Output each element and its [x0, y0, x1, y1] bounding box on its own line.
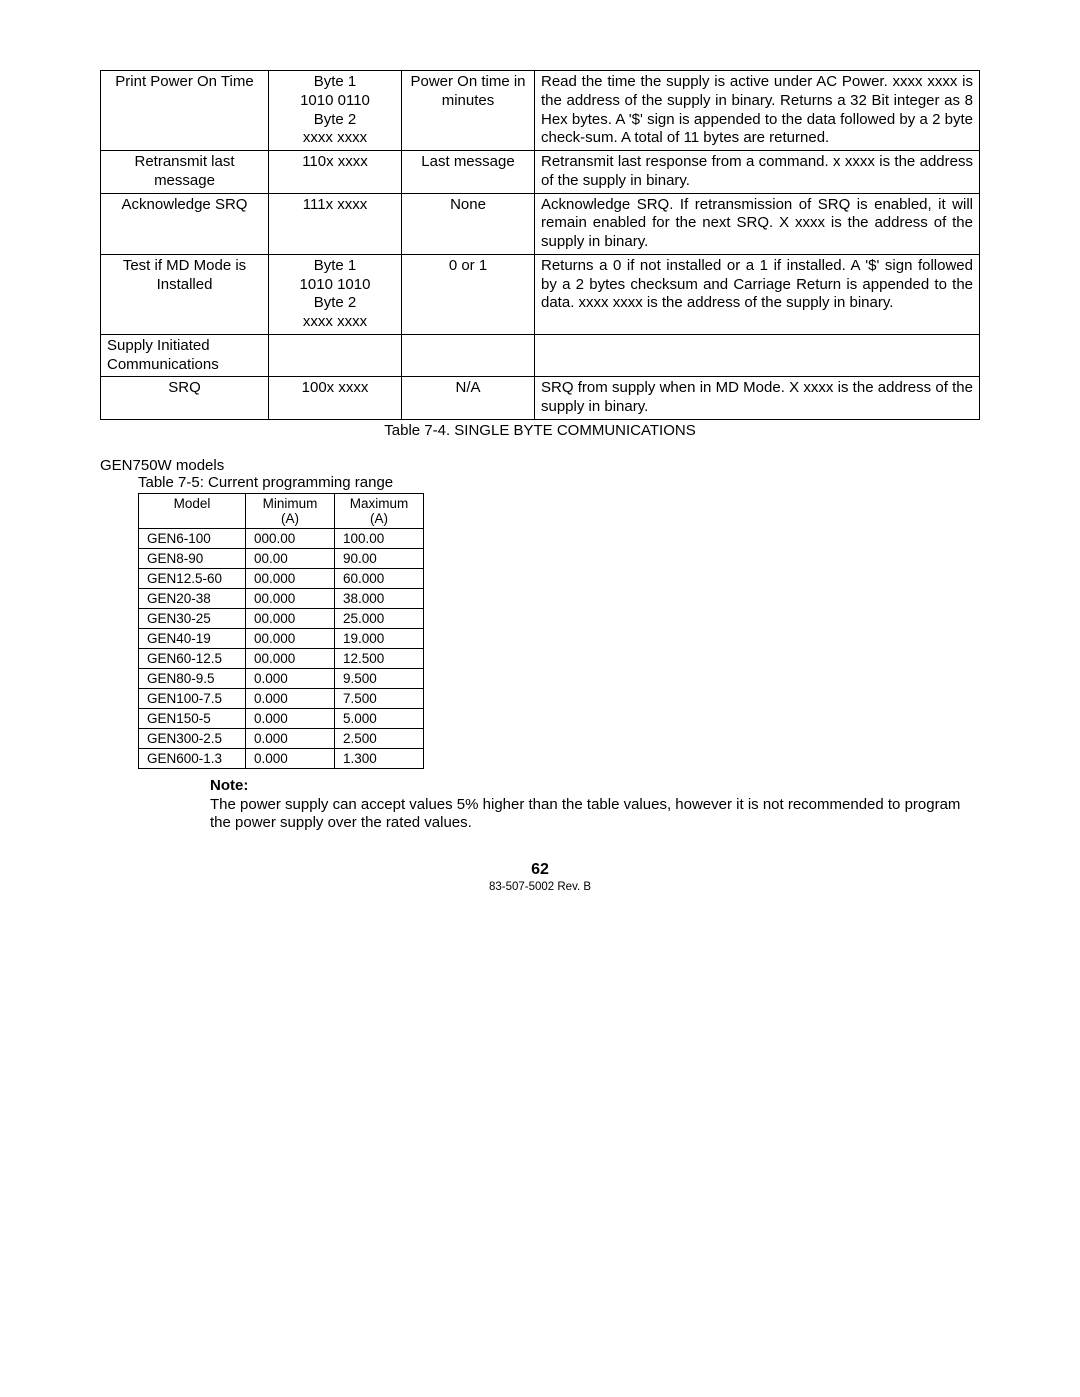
table-cell: 00.000: [246, 568, 335, 588]
table-cell: 38.000: [335, 588, 424, 608]
table2-caption: Table 7-5: Current programming range: [138, 474, 980, 491]
table-cell: 100.00: [335, 528, 424, 548]
table-cell: 7.500: [335, 688, 424, 708]
note-title: Note:: [210, 777, 248, 794]
table-cell: 00.000: [246, 588, 335, 608]
table-cell: 00.00: [246, 548, 335, 568]
table-cell: None: [402, 193, 535, 254]
table-cell: Supply Initiated Communications: [101, 334, 269, 377]
table-cell: GEN60-12.5: [139, 648, 246, 668]
page-number: 62: [100, 861, 980, 879]
table-cell: N/A: [402, 377, 535, 420]
col-model: Model: [139, 493, 246, 528]
table-cell: [535, 334, 980, 377]
table-cell: Power On time in minutes: [402, 71, 535, 151]
table-cell: GEN300-2.5: [139, 728, 246, 748]
table-cell: 60.000: [335, 568, 424, 588]
table-cell: 0.000: [246, 688, 335, 708]
table-cell: Last message: [402, 151, 535, 194]
table-row: GEN300-2.50.0002.500: [139, 728, 424, 748]
table-cell: 0.000: [246, 668, 335, 688]
table-row: GEN60-12.500.00012.500: [139, 648, 424, 668]
table-cell: SRQ: [101, 377, 269, 420]
current-programming-table: Model Minimum (A) Maximum (A) GEN6-10000…: [138, 493, 424, 769]
table-cell: GEN8-90: [139, 548, 246, 568]
table-row: Acknowledge SRQ111x xxxxNoneAcknowledge …: [101, 193, 980, 254]
table-cell: Test if MD Mode is Installed: [101, 254, 269, 334]
table-cell: Acknowledge SRQ. If retransmission of SR…: [535, 193, 980, 254]
table-cell: GEN80-9.5: [139, 668, 246, 688]
footer-text: 83-507-5002 Rev. B: [100, 881, 980, 893]
table-cell: 0.000: [246, 748, 335, 768]
table-cell: 0.000: [246, 728, 335, 748]
table-cell: 19.000: [335, 628, 424, 648]
section-title: GEN750W models: [100, 457, 980, 474]
table-row: SRQ100x xxxxN/ASRQ from supply when in M…: [101, 377, 980, 420]
col-min: Minimum (A): [246, 493, 335, 528]
table-cell: 12.500: [335, 648, 424, 668]
table-cell: [402, 334, 535, 377]
table-row: GEN12.5-6000.00060.000: [139, 568, 424, 588]
table-cell: GEN20-38: [139, 588, 246, 608]
table-cell: GEN100-7.5: [139, 688, 246, 708]
table-cell: 5.000: [335, 708, 424, 728]
table-cell: GEN12.5-60: [139, 568, 246, 588]
table-cell: Byte 11010 0110Byte 2xxxx xxxx: [269, 71, 402, 151]
table-cell: SRQ from supply when in MD Mode. X xxxx …: [535, 377, 980, 420]
note-block: Note: The power supply can accept values…: [210, 777, 980, 833]
table-row: GEN30-2500.00025.000: [139, 608, 424, 628]
table-row: Retransmit last message110x xxxxLast mes…: [101, 151, 980, 194]
table-row: GEN80-9.50.0009.500: [139, 668, 424, 688]
table-cell: Byte 11010 1010Byte 2xxxx xxxx: [269, 254, 402, 334]
table-cell: Retransmit last response from a command.…: [535, 151, 980, 194]
table-cell: GEN30-25: [139, 608, 246, 628]
table-cell: GEN150-5: [139, 708, 246, 728]
table-row: Supply Initiated Communications: [101, 334, 980, 377]
table-cell: 0.000: [246, 708, 335, 728]
table-row: GEN20-3800.00038.000: [139, 588, 424, 608]
table-cell: [269, 334, 402, 377]
table-row: GEN40-1900.00019.000: [139, 628, 424, 648]
table-cell: 1.300: [335, 748, 424, 768]
table-cell: 2.500: [335, 728, 424, 748]
table-row: GEN6-100000.00100.00: [139, 528, 424, 548]
table-cell: 25.000: [335, 608, 424, 628]
table-cell: 00.000: [246, 608, 335, 628]
table-row: GEN8-9000.0090.00: [139, 548, 424, 568]
table-cell: 110x xxxx: [269, 151, 402, 194]
table-row: GEN600-1.30.0001.300: [139, 748, 424, 768]
note-body: The power supply can accept values 5% hi…: [210, 796, 960, 832]
table-cell: 00.000: [246, 628, 335, 648]
table-cell: Returns a 0 if not installed or a 1 if i…: [535, 254, 980, 334]
table-row: Print Power On TimeByte 11010 0110Byte 2…: [101, 71, 980, 151]
table-row: GEN100-7.50.0007.500: [139, 688, 424, 708]
table-cell: GEN40-19: [139, 628, 246, 648]
table-cell: GEN6-100: [139, 528, 246, 548]
table-cell: Read the time the supply is active under…: [535, 71, 980, 151]
table1-caption: Table 7-4. SINGLE BYTE COMMUNICATIONS: [100, 422, 980, 439]
table-cell: GEN600-1.3: [139, 748, 246, 768]
table-cell: 000.00: [246, 528, 335, 548]
table-cell: 111x xxxx: [269, 193, 402, 254]
table-cell: 9.500: [335, 668, 424, 688]
col-max: Maximum (A): [335, 493, 424, 528]
table-cell: Retransmit last message: [101, 151, 269, 194]
table-cell: 100x xxxx: [269, 377, 402, 420]
table-row: GEN150-50.0005.000: [139, 708, 424, 728]
table-cell: 0 or 1: [402, 254, 535, 334]
table-cell: Print Power On Time: [101, 71, 269, 151]
table-cell: Acknowledge SRQ: [101, 193, 269, 254]
communications-table: Print Power On TimeByte 11010 0110Byte 2…: [100, 70, 980, 420]
table-row: Test if MD Mode is InstalledByte 11010 1…: [101, 254, 980, 334]
table-cell: 90.00: [335, 548, 424, 568]
table-cell: 00.000: [246, 648, 335, 668]
